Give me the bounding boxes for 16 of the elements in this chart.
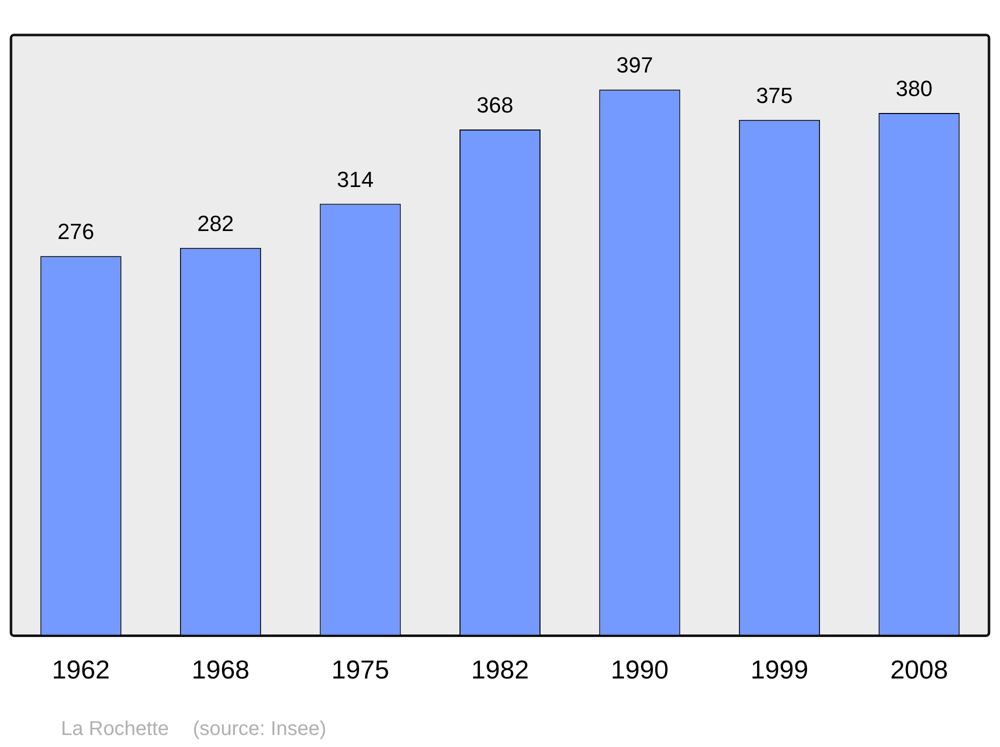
x-tick-label: 1999	[750, 654, 808, 685]
x-tick-label: 1962	[52, 654, 110, 685]
x-tick-label: 1975	[331, 654, 390, 685]
data-label: 368	[476, 92, 514, 118]
data-label: 375	[756, 82, 793, 108]
x-tick-label: 1990	[610, 654, 669, 685]
x-tick-label: 1968	[192, 654, 250, 685]
x-tick-label: 1982	[471, 654, 529, 685]
text: La Rochette	[61, 718, 169, 740]
text: (source: Insee)	[192, 718, 326, 740]
data-label: 380	[896, 76, 932, 102]
data-label: 276	[58, 219, 94, 244]
x-tick-label: 2008	[890, 654, 948, 685]
data-label: 282	[197, 210, 234, 236]
data-label: 397	[616, 52, 654, 78]
data-label: 314	[336, 166, 374, 192]
